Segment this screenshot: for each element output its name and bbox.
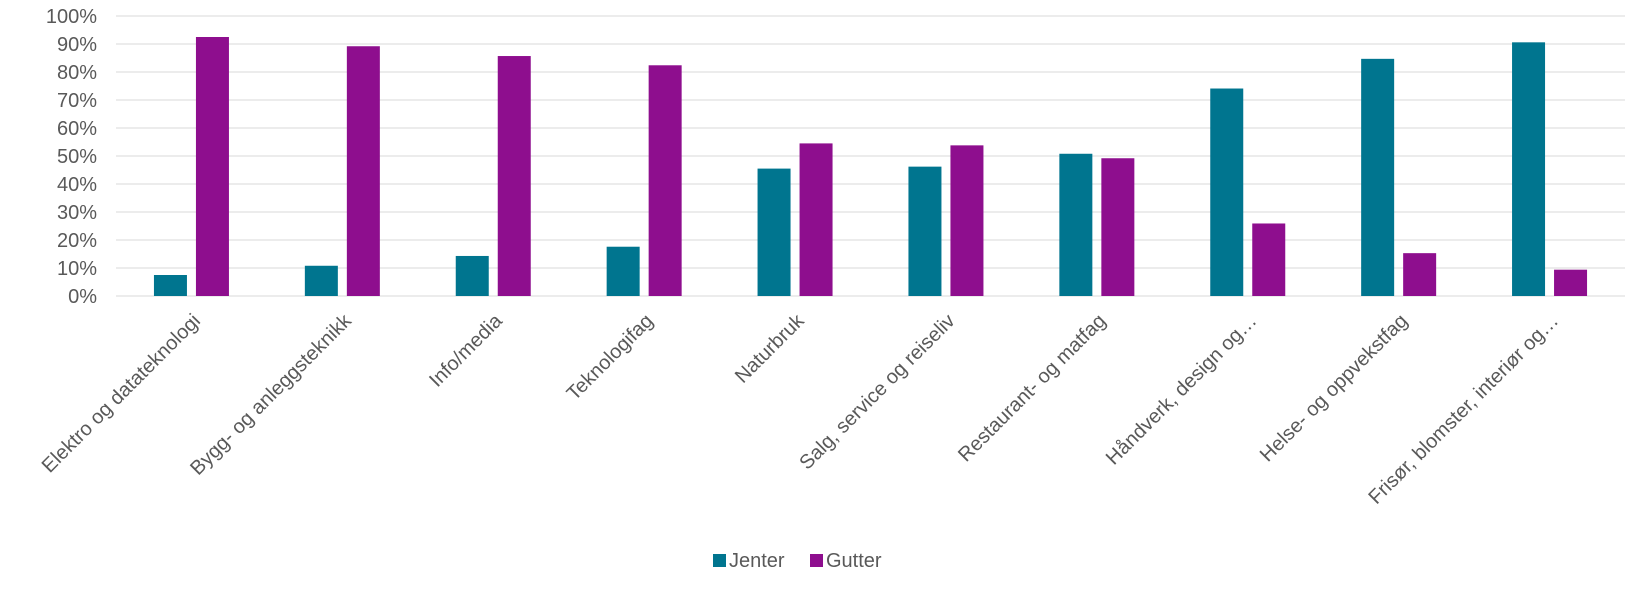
bar-jenter [1512,42,1546,296]
legend-swatch-jenter [713,554,726,567]
y-tick-label: 30% [57,202,97,224]
bar-jenter [455,255,489,296]
y-tick-label: 40% [57,174,97,196]
y-tick-label: 80% [57,62,97,84]
y-tick-label: 70% [57,90,97,112]
bar-gutter [1252,223,1286,296]
bar-jenter [1059,153,1093,296]
bar-jenter [757,168,791,296]
x-category-label: Info/media [425,309,507,391]
x-category-label: Elektro og datateknologi [38,310,205,477]
x-category-label: Helse- og oppvekstfag [1256,310,1412,466]
x-category-label: Salg, service og reiseliv [795,310,959,474]
bar-gutter [648,65,682,296]
bar-gutter [1403,253,1437,296]
bar-gutter [1554,269,1588,296]
y-axis-tick-labels: 0% 10% 20% 30% 40% 50% 60% 70% 80% 90% 100% [46,6,97,308]
bar-series [153,37,1588,297]
bar-jenter [606,246,640,296]
bar-gutter [1101,158,1135,296]
bar-gutter [799,143,833,296]
x-category-label: Teknologifag [563,310,658,405]
gridlines [116,15,1625,297]
bar-jenter [1210,88,1244,297]
y-tick-label: 50% [57,146,97,168]
legend-label-jenter: Jenter [729,550,785,572]
y-tick-label: 100% [46,6,97,28]
bar-gutter [950,145,984,296]
legend: Jenter Gutter [713,550,882,572]
bar-gutter [497,56,531,296]
bar-gutter [346,46,380,296]
y-tick-label: 10% [57,258,97,280]
legend-swatch-gutter [810,554,823,567]
y-tick-label: 90% [57,34,97,56]
y-tick-label: 20% [57,230,97,252]
x-category-label: Bygg- og anleggsteknikk [186,309,356,479]
bar-jenter [908,166,942,296]
legend-label-gutter: Gutter [826,550,882,572]
y-tick-label: 0% [68,286,97,308]
bar-jenter [1361,58,1395,297]
bar-gutter [195,37,229,296]
bar-jenter [153,275,187,296]
x-category-label: Naturbruk [731,309,809,387]
x-category-label: Restaurant- og matfag [954,310,1110,466]
bar-jenter [304,265,338,296]
x-category-label: Håndverk, design og… [1102,310,1261,469]
y-tick-label: 60% [57,118,97,140]
